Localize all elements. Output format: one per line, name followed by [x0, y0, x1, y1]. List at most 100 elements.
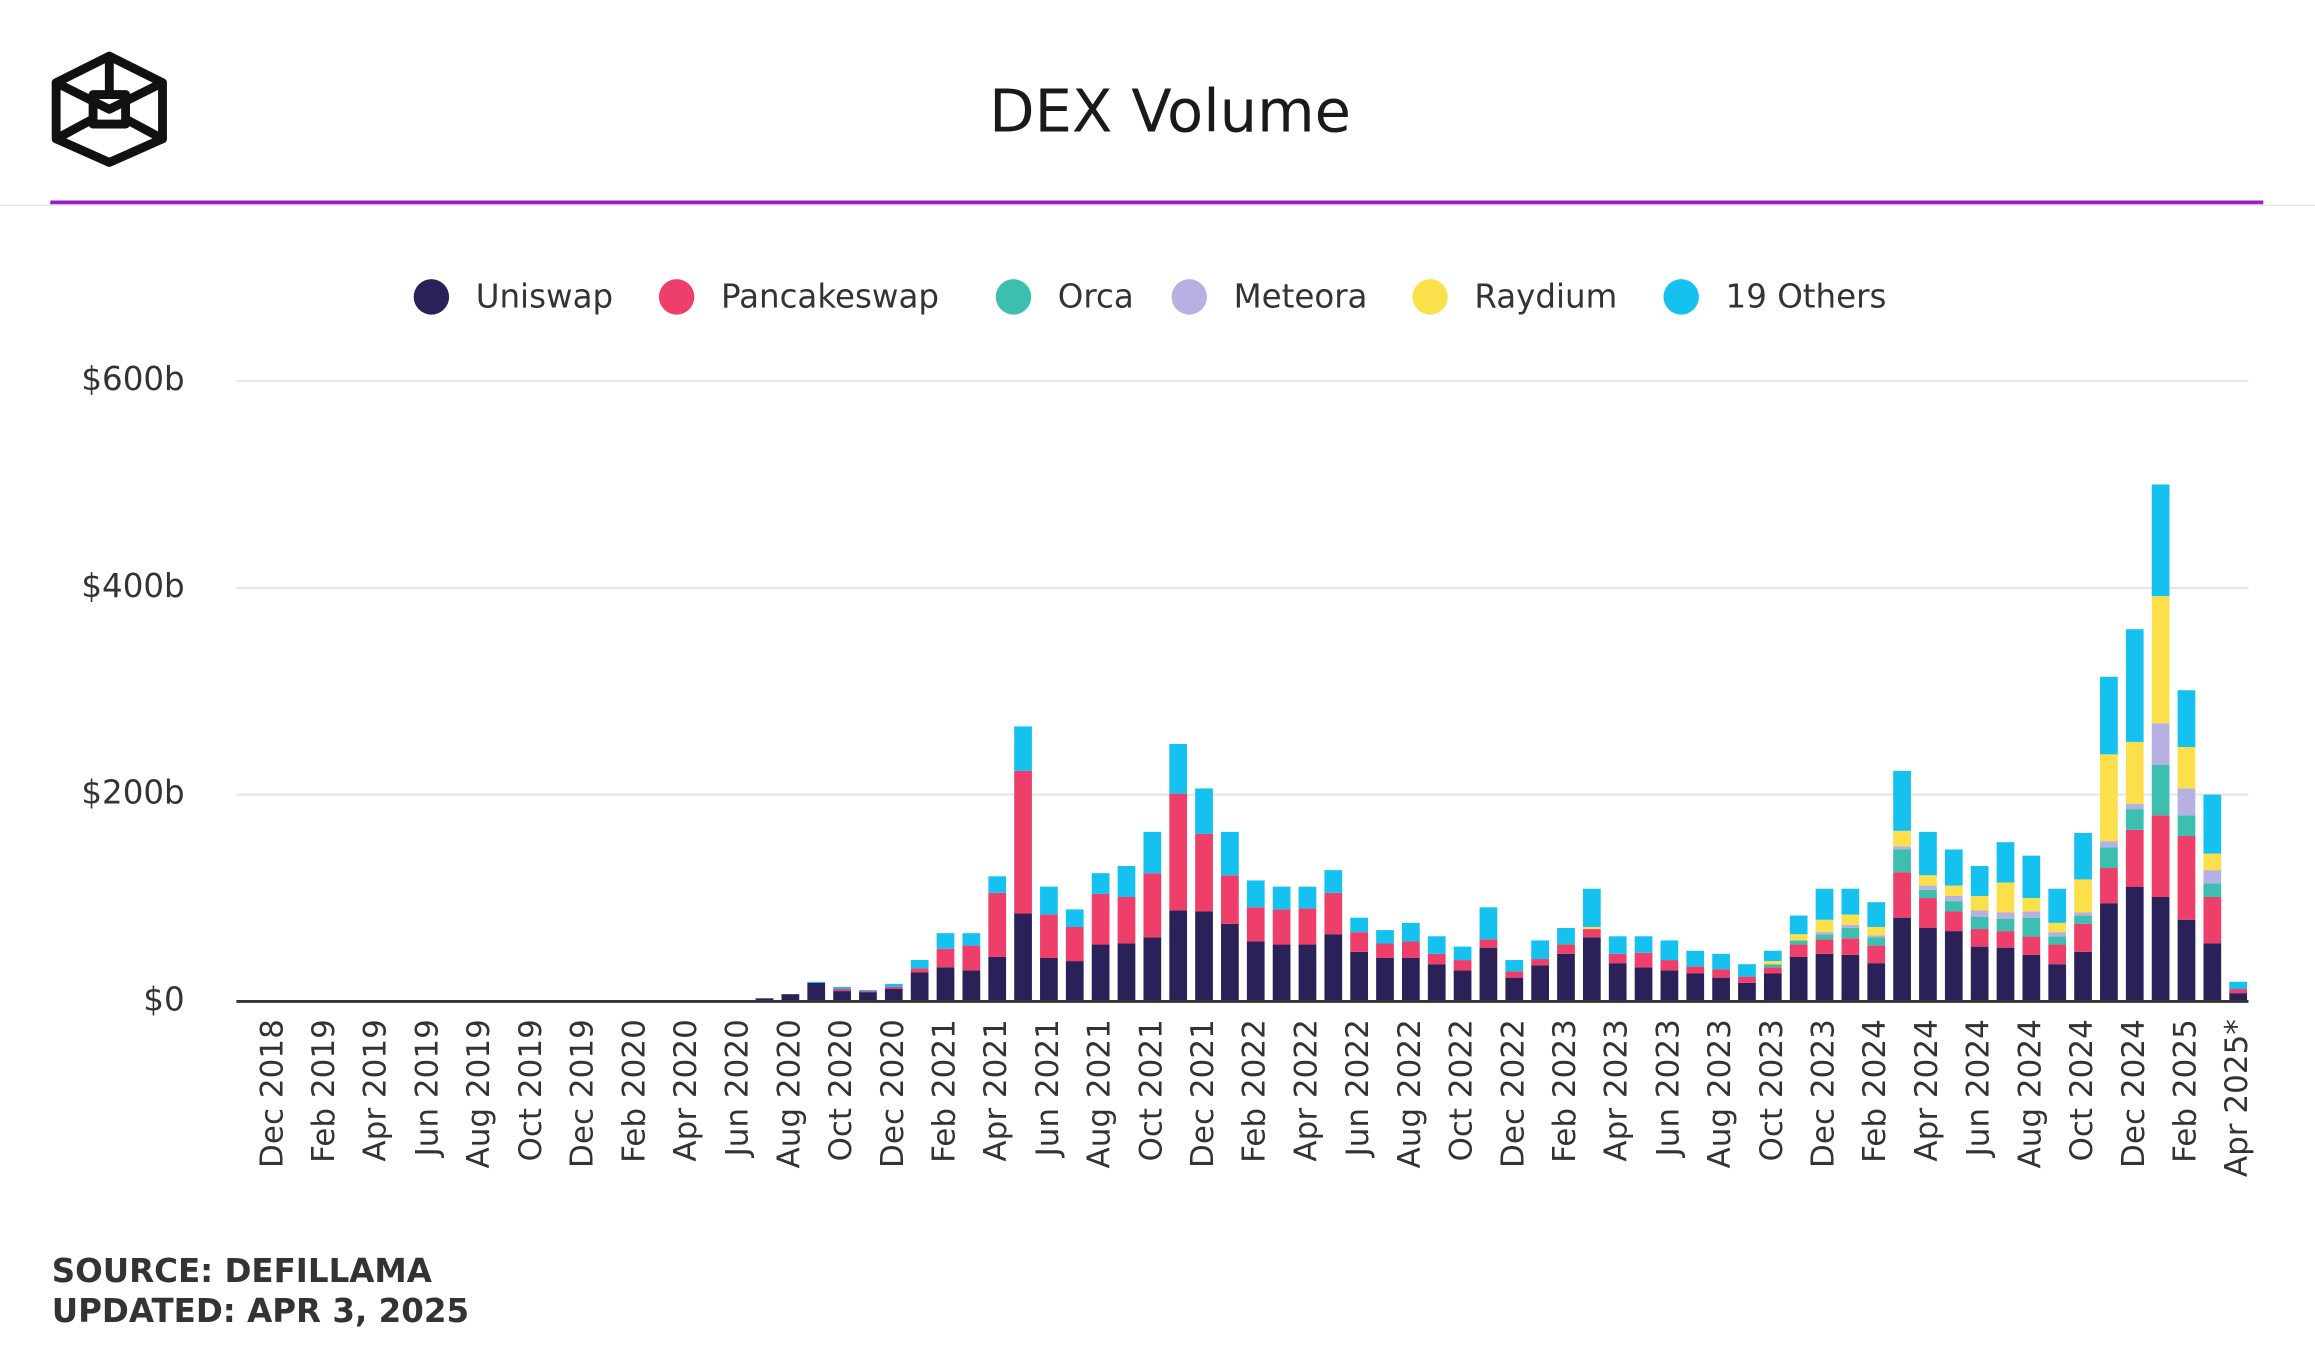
bar-segment: [2022, 917, 2041, 937]
x-tick-label: Dec 2021: [1185, 1019, 1221, 1168]
x-tick-label: Aug 2022: [1392, 1019, 1428, 1168]
bar-segment: [1505, 960, 1524, 972]
bar-segment: [1893, 830, 1911, 847]
bar-segment: [1582, 937, 1601, 1002]
bar-segment: [1815, 888, 1834, 920]
bar-segment: [2125, 809, 2144, 830]
bar-segment: [1738, 976, 1756, 983]
x-tick-label: Jun 2024: [1961, 1019, 1997, 1158]
bar-segment: [1091, 893, 1110, 945]
y-tick-label: $400b: [81, 567, 184, 605]
bar-segment: [1376, 943, 1394, 958]
bar-segment: [988, 956, 1007, 1002]
x-tick-label: Dec 2018: [254, 1019, 290, 1168]
bar-segment: [1686, 950, 1705, 967]
x-tick-label: Dec 2024: [2116, 1019, 2152, 1168]
bar-segment: [1531, 940, 1549, 960]
bar-segment: [1557, 943, 1575, 945]
bar-segment: [2100, 676, 2118, 755]
bar-segment: [2151, 484, 2170, 597]
bar-segment: [2203, 896, 2222, 944]
bar-segment: [1195, 788, 1213, 834]
bar-segment: [1634, 967, 1653, 1002]
bar-segment: [1531, 959, 1549, 966]
bar-segment: [2203, 943, 2222, 1002]
bar-segment: [1893, 846, 1911, 850]
bar-segment: [1298, 908, 1317, 945]
x-tick-label: Feb 2023: [1547, 1019, 1583, 1163]
bar-segment: [1919, 889, 1937, 899]
bar-segment: [1324, 870, 1343, 893]
bar-segment: [1608, 936, 1627, 954]
x-tick-label: Aug 2024: [2012, 1019, 2048, 1168]
bar-segment: [936, 933, 955, 949]
bar-segment: [1298, 886, 1317, 909]
bar-segment: [1815, 932, 1834, 935]
x-tick-label: Jun 2021: [1030, 1019, 1066, 1158]
bar-segment: [1505, 977, 1524, 1002]
bar-segment: [1402, 922, 1420, 942]
bar-segment: [1376, 957, 1394, 1002]
legend-swatch: [658, 279, 695, 315]
bar-segment: [1867, 902, 1886, 927]
bar-segment: [1763, 964, 1782, 968]
bar-segment: [962, 945, 981, 971]
x-tick-label: Feb 2025: [2167, 1019, 2203, 1163]
bar-segment: [1143, 873, 1162, 938]
bar-segment: [1091, 944, 1110, 1002]
legend-swatch: [1412, 279, 1448, 315]
bar-segment: [1944, 849, 1963, 886]
bar-segment: [2151, 764, 2170, 816]
bar-segment: [1970, 916, 1989, 930]
bar-segment: [2125, 829, 2144, 887]
bar-segment: [1634, 936, 1653, 953]
bar-segment: [2074, 879, 2092, 913]
bar-segment: [1117, 865, 1136, 897]
bar-segment: [2203, 853, 2222, 871]
bar-segment: [1893, 872, 1911, 918]
bar-segment: [2151, 815, 2170, 897]
bar-segment: [1919, 875, 1937, 886]
bar-segment: [2151, 723, 2170, 765]
bar-segment: [1298, 944, 1317, 1002]
bar-segment: [1402, 957, 1420, 1002]
bar-segment: [1582, 929, 1601, 938]
bar-segment: [1195, 833, 1213, 912]
bar-segment: [2203, 870, 2222, 884]
bar-segment: [1893, 770, 1911, 831]
bar-segment: [2022, 936, 2041, 955]
bar-segment: [1479, 939, 1498, 948]
bar-segment: [1065, 961, 1084, 1002]
bar-segment: [1841, 928, 1860, 939]
x-tick-label: Apr 2020: [668, 1019, 704, 1161]
bar-segment: [1660, 960, 1679, 971]
y-tick-label: $0: [143, 980, 184, 1018]
bar-segment: [988, 892, 1007, 957]
bar-segment: [2100, 847, 2118, 869]
bar-segment: [859, 990, 877, 992]
bar-segment: [1944, 931, 1963, 1002]
bar-segment: [1841, 914, 1860, 925]
bar-segment: [1763, 950, 1782, 962]
bar-segment: [1143, 937, 1162, 1002]
x-tick-label: Aug 2019: [461, 1019, 497, 1168]
bar-segment: [2048, 888, 2067, 923]
bar-segment: [1919, 928, 1937, 1002]
bar-segment: [1350, 932, 1369, 952]
x-tick-label: Apr 2025*: [2219, 1019, 2255, 1177]
bar-segment: [1944, 895, 1963, 902]
bar-segment: [1996, 931, 2015, 948]
x-tick-label: Oct 2022: [1444, 1019, 1480, 1161]
bar-segment: [859, 992, 877, 1002]
x-tick-label: Oct 2021: [1133, 1019, 1169, 1161]
bar-segment: [1453, 970, 1472, 1002]
bar-segment: [1686, 973, 1705, 1002]
bar-segment: [1608, 953, 1627, 964]
bar-segment: [2048, 936, 2067, 945]
bar-segment: [1867, 937, 1886, 946]
bar-segment: [2074, 912, 2092, 916]
bar-segment: [1117, 896, 1136, 944]
bar-segment: [1660, 970, 1679, 1002]
x-tick-label: Apr 2021: [978, 1019, 1014, 1161]
bar-segment: [2100, 903, 2118, 1002]
